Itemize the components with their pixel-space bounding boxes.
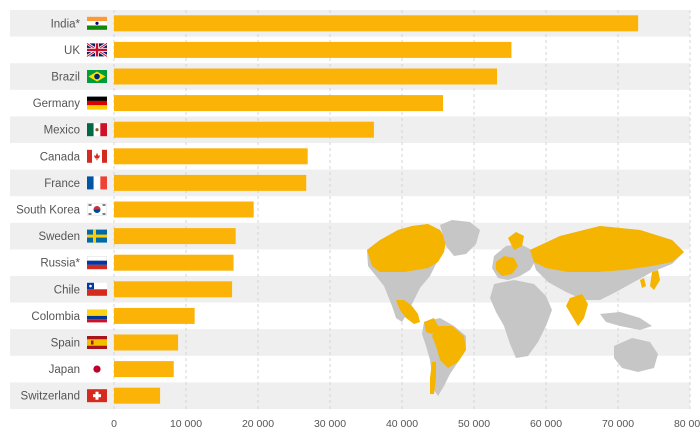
category-labels: India* UK Brazil Germany Mexico Canada France S… (16, 18, 81, 402)
bar (114, 281, 233, 298)
map-southeast-asia (600, 312, 652, 330)
bar (114, 334, 179, 351)
map-brazil (432, 326, 466, 368)
flag-uk-icon (86, 42, 108, 58)
map-colombia (424, 318, 438, 334)
x-tick-label: 60 000 (530, 418, 562, 430)
flag-sweden-icon (87, 229, 107, 243)
x-tick-label: 70 000 (602, 418, 634, 430)
map-greenland (440, 220, 480, 256)
x-tick-label: 20 000 (242, 418, 274, 430)
bar (114, 41, 512, 58)
bar (114, 254, 234, 271)
category-label: Chile (54, 284, 80, 296)
x-tick-label: 50 000 (458, 418, 490, 430)
flag-brazil-icon (87, 70, 107, 83)
map-africa (490, 280, 552, 358)
category-label: Canada (40, 151, 81, 163)
category-label: Germany (33, 98, 81, 110)
category-label: UK (64, 45, 80, 57)
row-band (10, 382, 690, 409)
x-tick-label: 30 000 (314, 418, 346, 430)
map-india (566, 294, 588, 326)
flag-germany-icon (87, 96, 107, 110)
bar (114, 95, 444, 112)
bar (114, 174, 307, 191)
flag-russia-icon (87, 256, 107, 270)
flag-south-korea-icon (87, 203, 107, 216)
flag-mexico-icon (87, 123, 107, 137)
flag-france-icon (87, 176, 107, 190)
bar (114, 121, 374, 138)
category-label: Brazil (51, 72, 80, 84)
flag-japan-icon (87, 362, 107, 376)
flag-colombia-icon (87, 309, 107, 323)
map-mexico (396, 300, 420, 324)
category-label: India* (51, 18, 81, 30)
category-label: Switzerland (21, 391, 80, 403)
category-label: Mexico (44, 125, 80, 137)
x-tick-label: 0 (111, 418, 117, 430)
category-label: Sweden (38, 231, 80, 243)
x-tick-label: 10 000 (170, 418, 202, 430)
flag-switzerland-icon (87, 389, 107, 403)
flag-icons (86, 16, 108, 403)
x-axis-ticks: 0 10 000 20 000 30 000 40 000 50 000 60 000 70 … (111, 418, 700, 430)
bar (114, 361, 174, 378)
category-label: France (44, 178, 80, 190)
map-scandinavia (508, 232, 524, 250)
bar (114, 68, 498, 85)
bar (114, 201, 254, 218)
flag-canada-icon (87, 149, 107, 163)
flag-india-icon (87, 16, 107, 30)
bar (114, 148, 308, 165)
x-tick-label: 40 000 (386, 418, 418, 430)
x-tick-label: 80 000 (674, 418, 700, 430)
map-europe-highlight (496, 256, 518, 276)
map-korea (640, 278, 646, 288)
category-label: Spain (51, 338, 80, 350)
category-label: Japan (49, 364, 80, 376)
map-russia (530, 226, 684, 272)
map-chile (430, 362, 436, 394)
bar (114, 228, 236, 245)
map-japan (650, 270, 660, 290)
bar (114, 387, 161, 404)
flag-spain-icon (87, 336, 107, 349)
map-canada (367, 224, 446, 272)
flag-chile-icon (87, 282, 107, 296)
world-map-illustration (367, 220, 684, 396)
row-band (10, 329, 690, 356)
map-australia (614, 338, 658, 372)
category-label: Colombia (31, 311, 80, 323)
category-label: Russia* (40, 258, 80, 270)
bar (114, 15, 639, 32)
row-band (10, 169, 690, 197)
bars (114, 15, 639, 404)
category-label: South Korea (16, 205, 81, 217)
bar (114, 307, 195, 324)
